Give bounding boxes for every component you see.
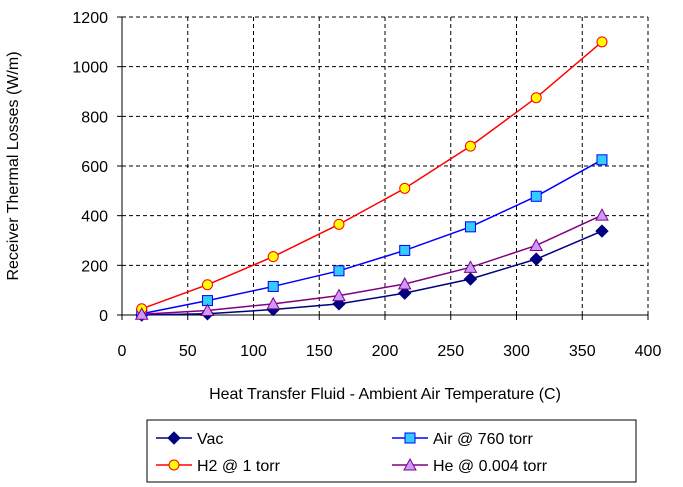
x-axis-label: Heat Transfer Fluid - Ambient Air Temper… [209,386,561,403]
x-tick-label: 100 [240,343,267,360]
y-axis-label: Receiver Thermal Losses (W/m) [5,51,22,280]
series-3 [134,208,609,320]
data-point [399,182,411,194]
legend-label: Air @ 760 torr [433,431,534,448]
x-tick-label: 250 [437,343,464,360]
legend-item-2: H2 @ 1 torr [156,458,281,475]
series-line [141,41,603,310]
data-point [529,252,543,266]
data-point [333,218,345,230]
data-point [595,224,609,238]
legend-label: Vac [197,431,223,448]
legend-label: H2 @ 1 torr [197,458,281,475]
y-tick-label: 1000 [72,60,108,77]
legend-box [146,419,637,483]
data-point [596,154,608,166]
series-line [141,230,603,316]
data-point [134,307,149,320]
data-point [595,208,609,221]
y-tick-label: 1200 [72,10,108,27]
x-tick-label: 400 [635,343,662,360]
y-tick-label: 400 [81,209,108,226]
data-point [463,272,478,286]
legend-label: He @ 0.004 torr [433,458,548,475]
data-point [332,288,346,302]
x-tick-label: 150 [306,343,333,360]
legend: Vac Air @ 760 torr H2 @ 1 torr He @ 0.004 t… [146,419,637,483]
data-point [399,244,411,256]
series-line [141,214,603,316]
data-point [397,276,412,290]
legend-marker [403,457,417,471]
x-tick-label: 200 [372,343,399,360]
y-tick-label: 0 [99,308,108,325]
data-point [398,286,412,300]
x-tick-label: 0 [118,343,127,360]
y-tick-labels: 0 200 400 600 800 1000 1200 [72,10,108,325]
y-tick-label: 200 [81,258,108,275]
data-point [266,296,281,310]
legend-item-0: Vac [156,431,223,448]
series-line [141,159,603,315]
data-point [464,140,476,152]
data-point [201,279,213,291]
y-tick-label: 800 [81,109,108,126]
legend-item-3: He @ 0.004 torr [392,457,548,475]
data-point [267,251,279,263]
data-point [267,280,279,292]
legend-item-1: Air @ 760 torr [392,431,534,448]
x-tick-label: 350 [569,343,596,360]
series-group [134,36,609,322]
legend-marker [167,431,181,445]
legend-marker [404,432,416,444]
data-point [529,238,544,251]
data-point [200,303,215,317]
data-point [333,265,345,277]
x-tick-labels: 0 50 100 150 200 250 300 350 400 [118,343,662,360]
series-0 [135,224,609,322]
y-tick-label: 600 [81,159,108,176]
x-tick-label: 300 [503,343,530,360]
series-2 [136,36,608,315]
x-tick-label: 50 [179,343,197,360]
data-point [530,190,542,202]
data-point [463,260,478,273]
legend-marker [168,459,180,471]
data-point [596,36,608,48]
data-point [530,92,542,104]
data-point [464,221,476,233]
